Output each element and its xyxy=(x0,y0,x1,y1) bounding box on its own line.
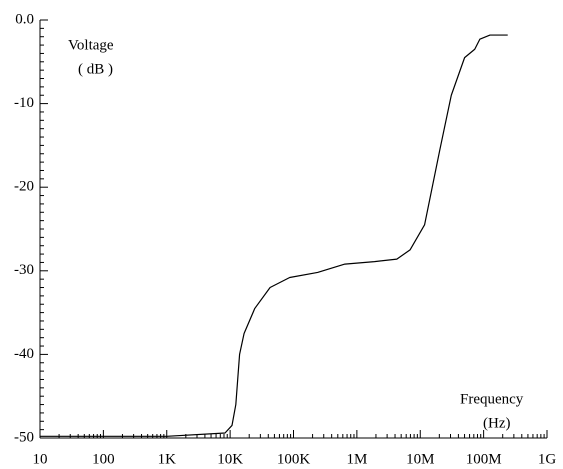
y-tick-label: -20 xyxy=(14,179,34,195)
x-tick-label: 100M xyxy=(466,451,502,467)
y-tick-label: -40 xyxy=(14,346,34,362)
y-tick-label: -10 xyxy=(14,95,34,111)
y-axis-label: ( dB ) xyxy=(78,61,113,77)
x-tick-label: 1K xyxy=(158,451,177,467)
x-tick-label: 100 xyxy=(92,451,115,467)
x-axis-label: Frequency xyxy=(460,391,524,407)
line xyxy=(40,34,508,437)
y-tick-label: 0.0 xyxy=(15,11,34,27)
x-axis-label: (Hz) xyxy=(483,415,510,431)
x-tick-label: 1M xyxy=(346,451,367,467)
x-tick-label: 10 xyxy=(33,451,48,467)
y-axis-label: Voltage xyxy=(68,37,114,53)
x-tick-label: 100K xyxy=(277,451,311,467)
x-tick-label: 10M xyxy=(406,451,434,467)
x-tick-label: 1G xyxy=(538,451,557,467)
y-tick-label: -50 xyxy=(14,429,34,445)
y-tick-label: -30 xyxy=(14,262,34,278)
x-tick-label: 10K xyxy=(217,451,243,467)
